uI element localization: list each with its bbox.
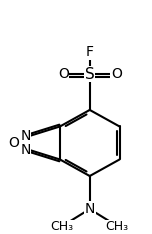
Text: S: S bbox=[85, 66, 95, 82]
Text: F: F bbox=[86, 45, 94, 59]
Text: O: O bbox=[111, 67, 122, 81]
Text: N: N bbox=[85, 202, 95, 216]
Text: O: O bbox=[58, 67, 69, 81]
Text: O: O bbox=[9, 136, 19, 150]
Text: N: N bbox=[20, 143, 31, 157]
Text: CH₃: CH₃ bbox=[106, 220, 129, 234]
Text: CH₃: CH₃ bbox=[51, 220, 74, 234]
Text: N: N bbox=[20, 129, 31, 143]
